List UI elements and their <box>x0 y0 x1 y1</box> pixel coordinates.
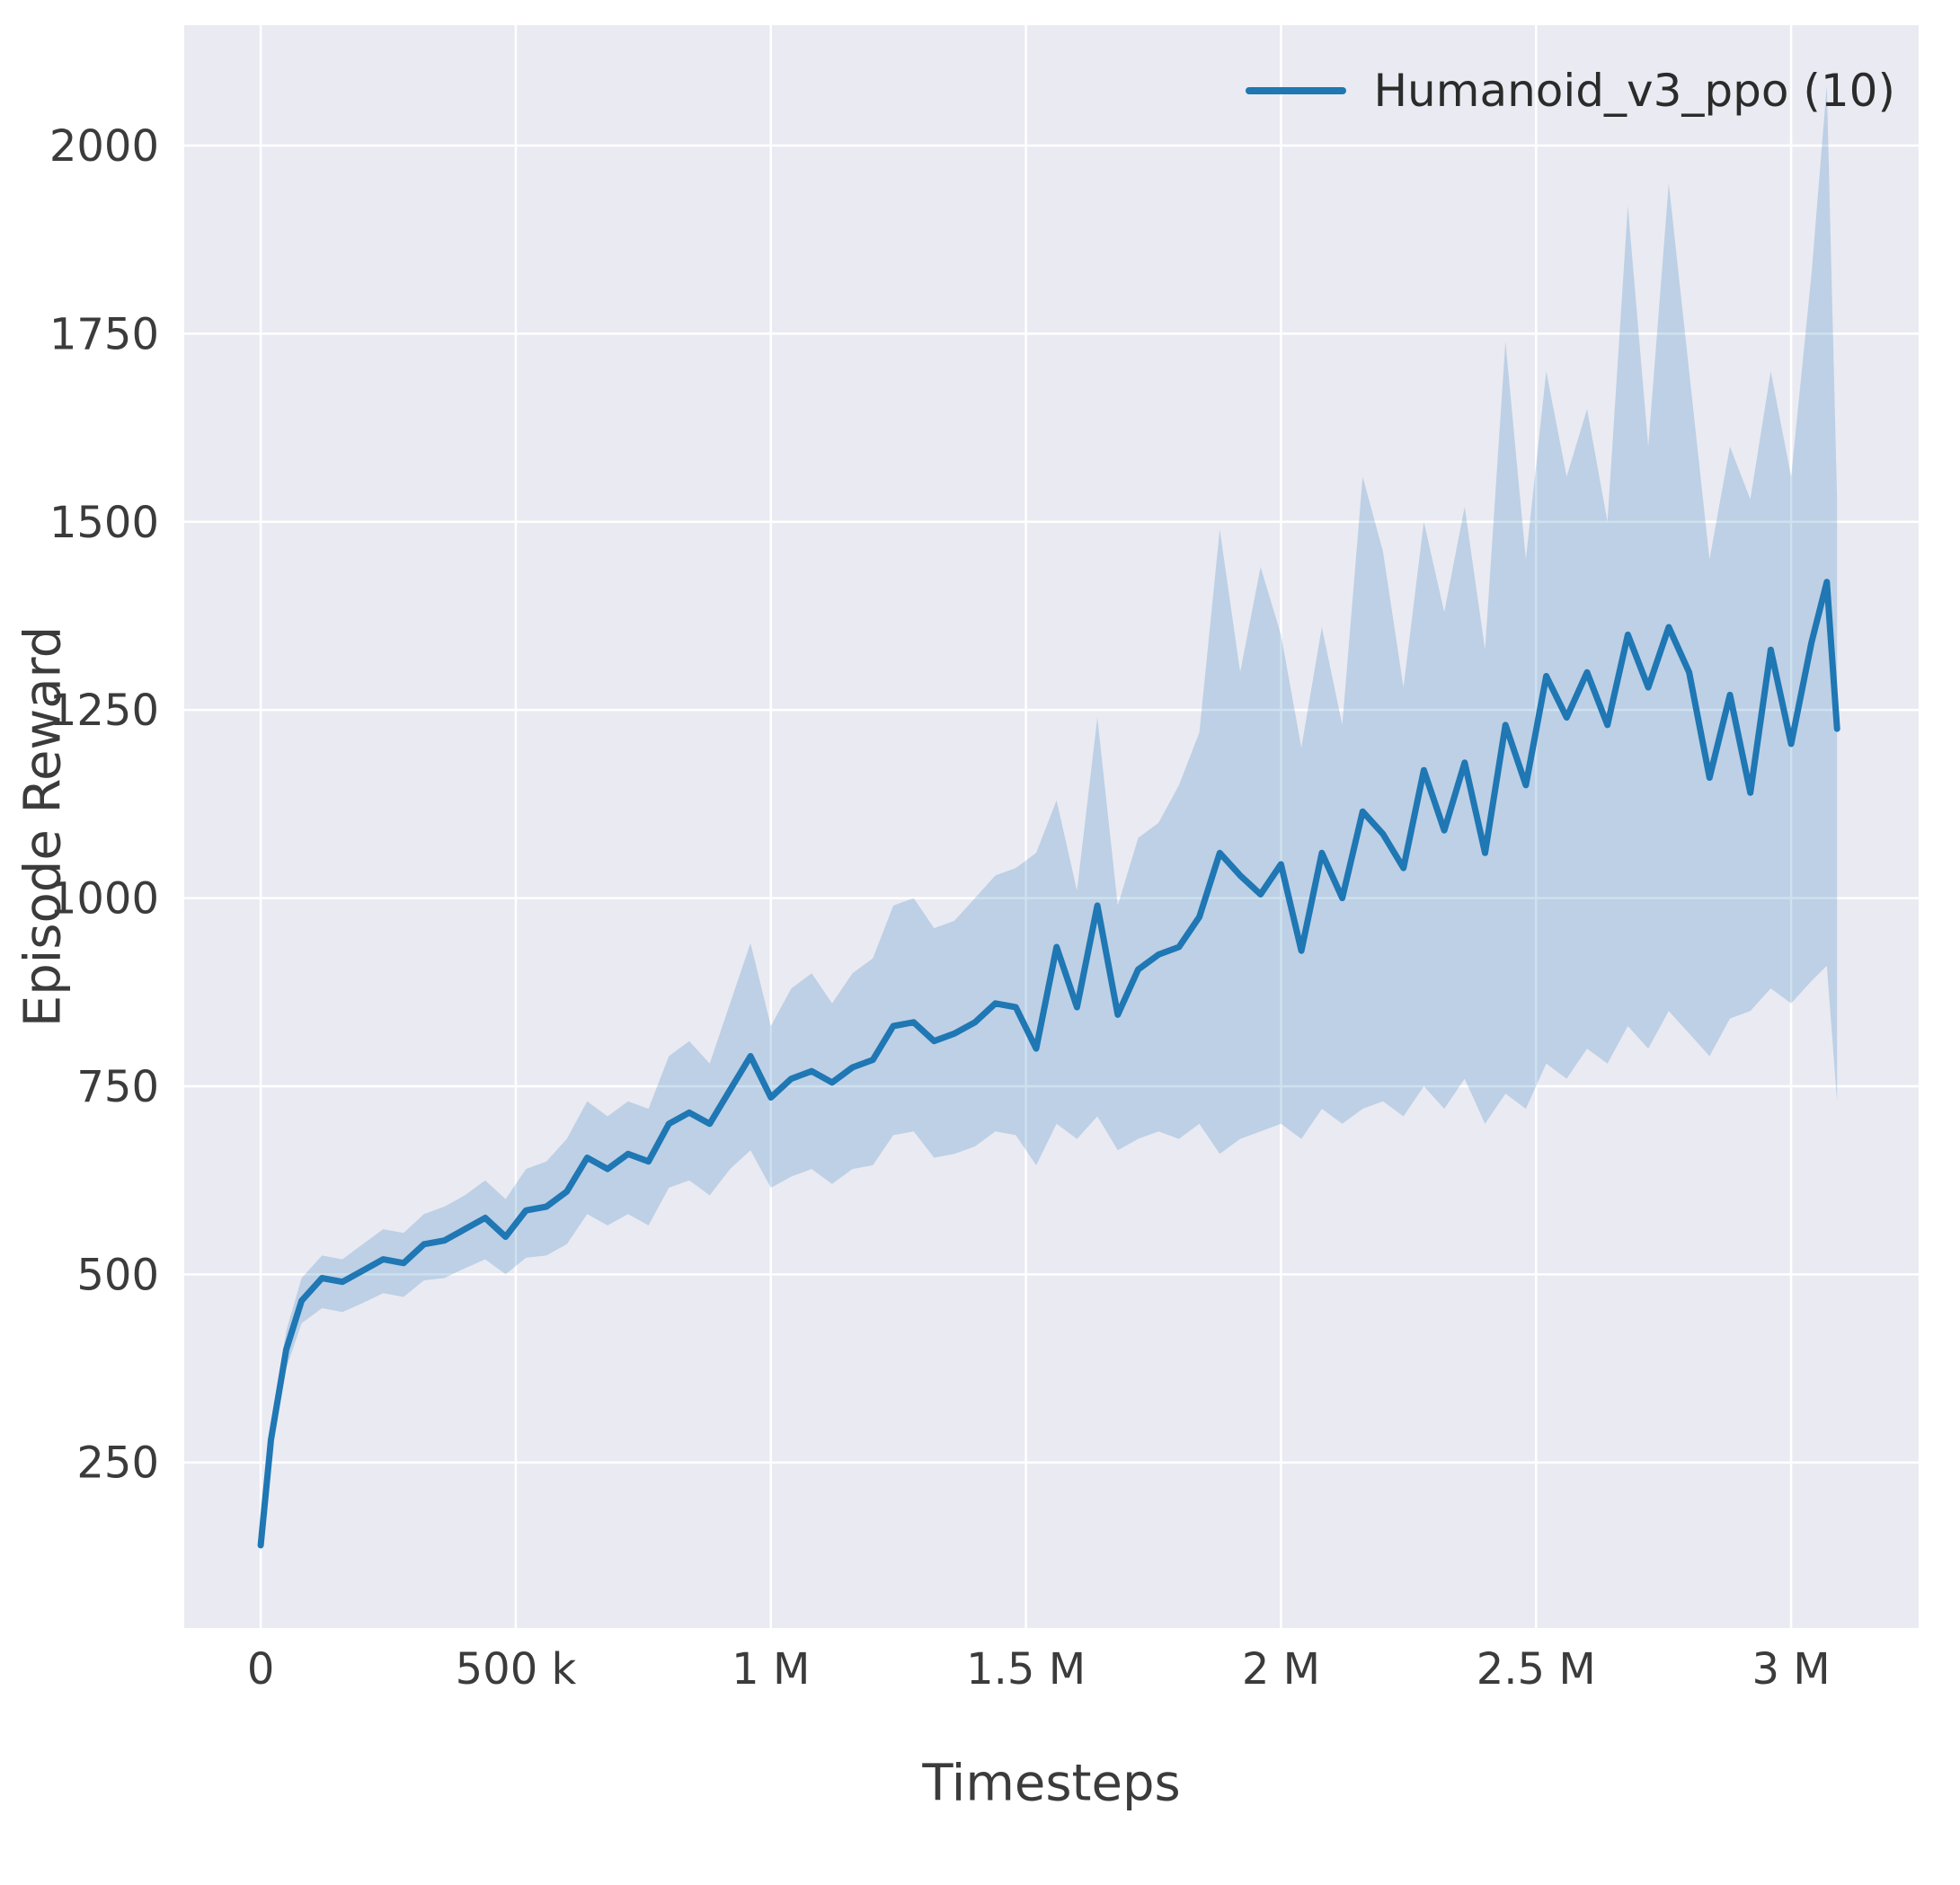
mean-line <box>257 579 1840 1549</box>
x-tick-label: 1 M <box>732 1644 810 1695</box>
y-tick-label: 1500 <box>49 498 159 548</box>
x-tick-label: 1.5 M <box>966 1644 1086 1695</box>
y-tick-label: 250 <box>76 1438 159 1489</box>
x-tick-label: 2.5 M <box>1477 1644 1596 1695</box>
y-tick-label: 1750 <box>49 309 159 359</box>
y-tick-label: 1000 <box>49 874 159 925</box>
x-tick-label: 2 M <box>1242 1644 1320 1695</box>
y-tick-label: 500 <box>76 1250 159 1300</box>
legend-label: Humanoid_v3_ppo (10) <box>1373 65 1895 117</box>
x-tick-label: 0 <box>247 1644 275 1695</box>
legend: Humanoid_v3_ppo (10) <box>1246 65 1895 117</box>
confidence-band <box>261 85 1838 1553</box>
y-tick-label: 750 <box>76 1062 159 1112</box>
x-tick-label: 3 M <box>1752 1644 1830 1695</box>
y-tick-label: 2000 <box>49 121 159 172</box>
x-axis-label: Timesteps <box>922 1754 1181 1813</box>
y-axis-label: Episode Reward <box>13 625 73 1028</box>
y-tick-label: 1250 <box>49 686 159 736</box>
legend-line-swatch <box>1246 87 1347 94</box>
plot-area <box>184 25 1919 1628</box>
x-tick-label: 500 k <box>456 1644 577 1695</box>
